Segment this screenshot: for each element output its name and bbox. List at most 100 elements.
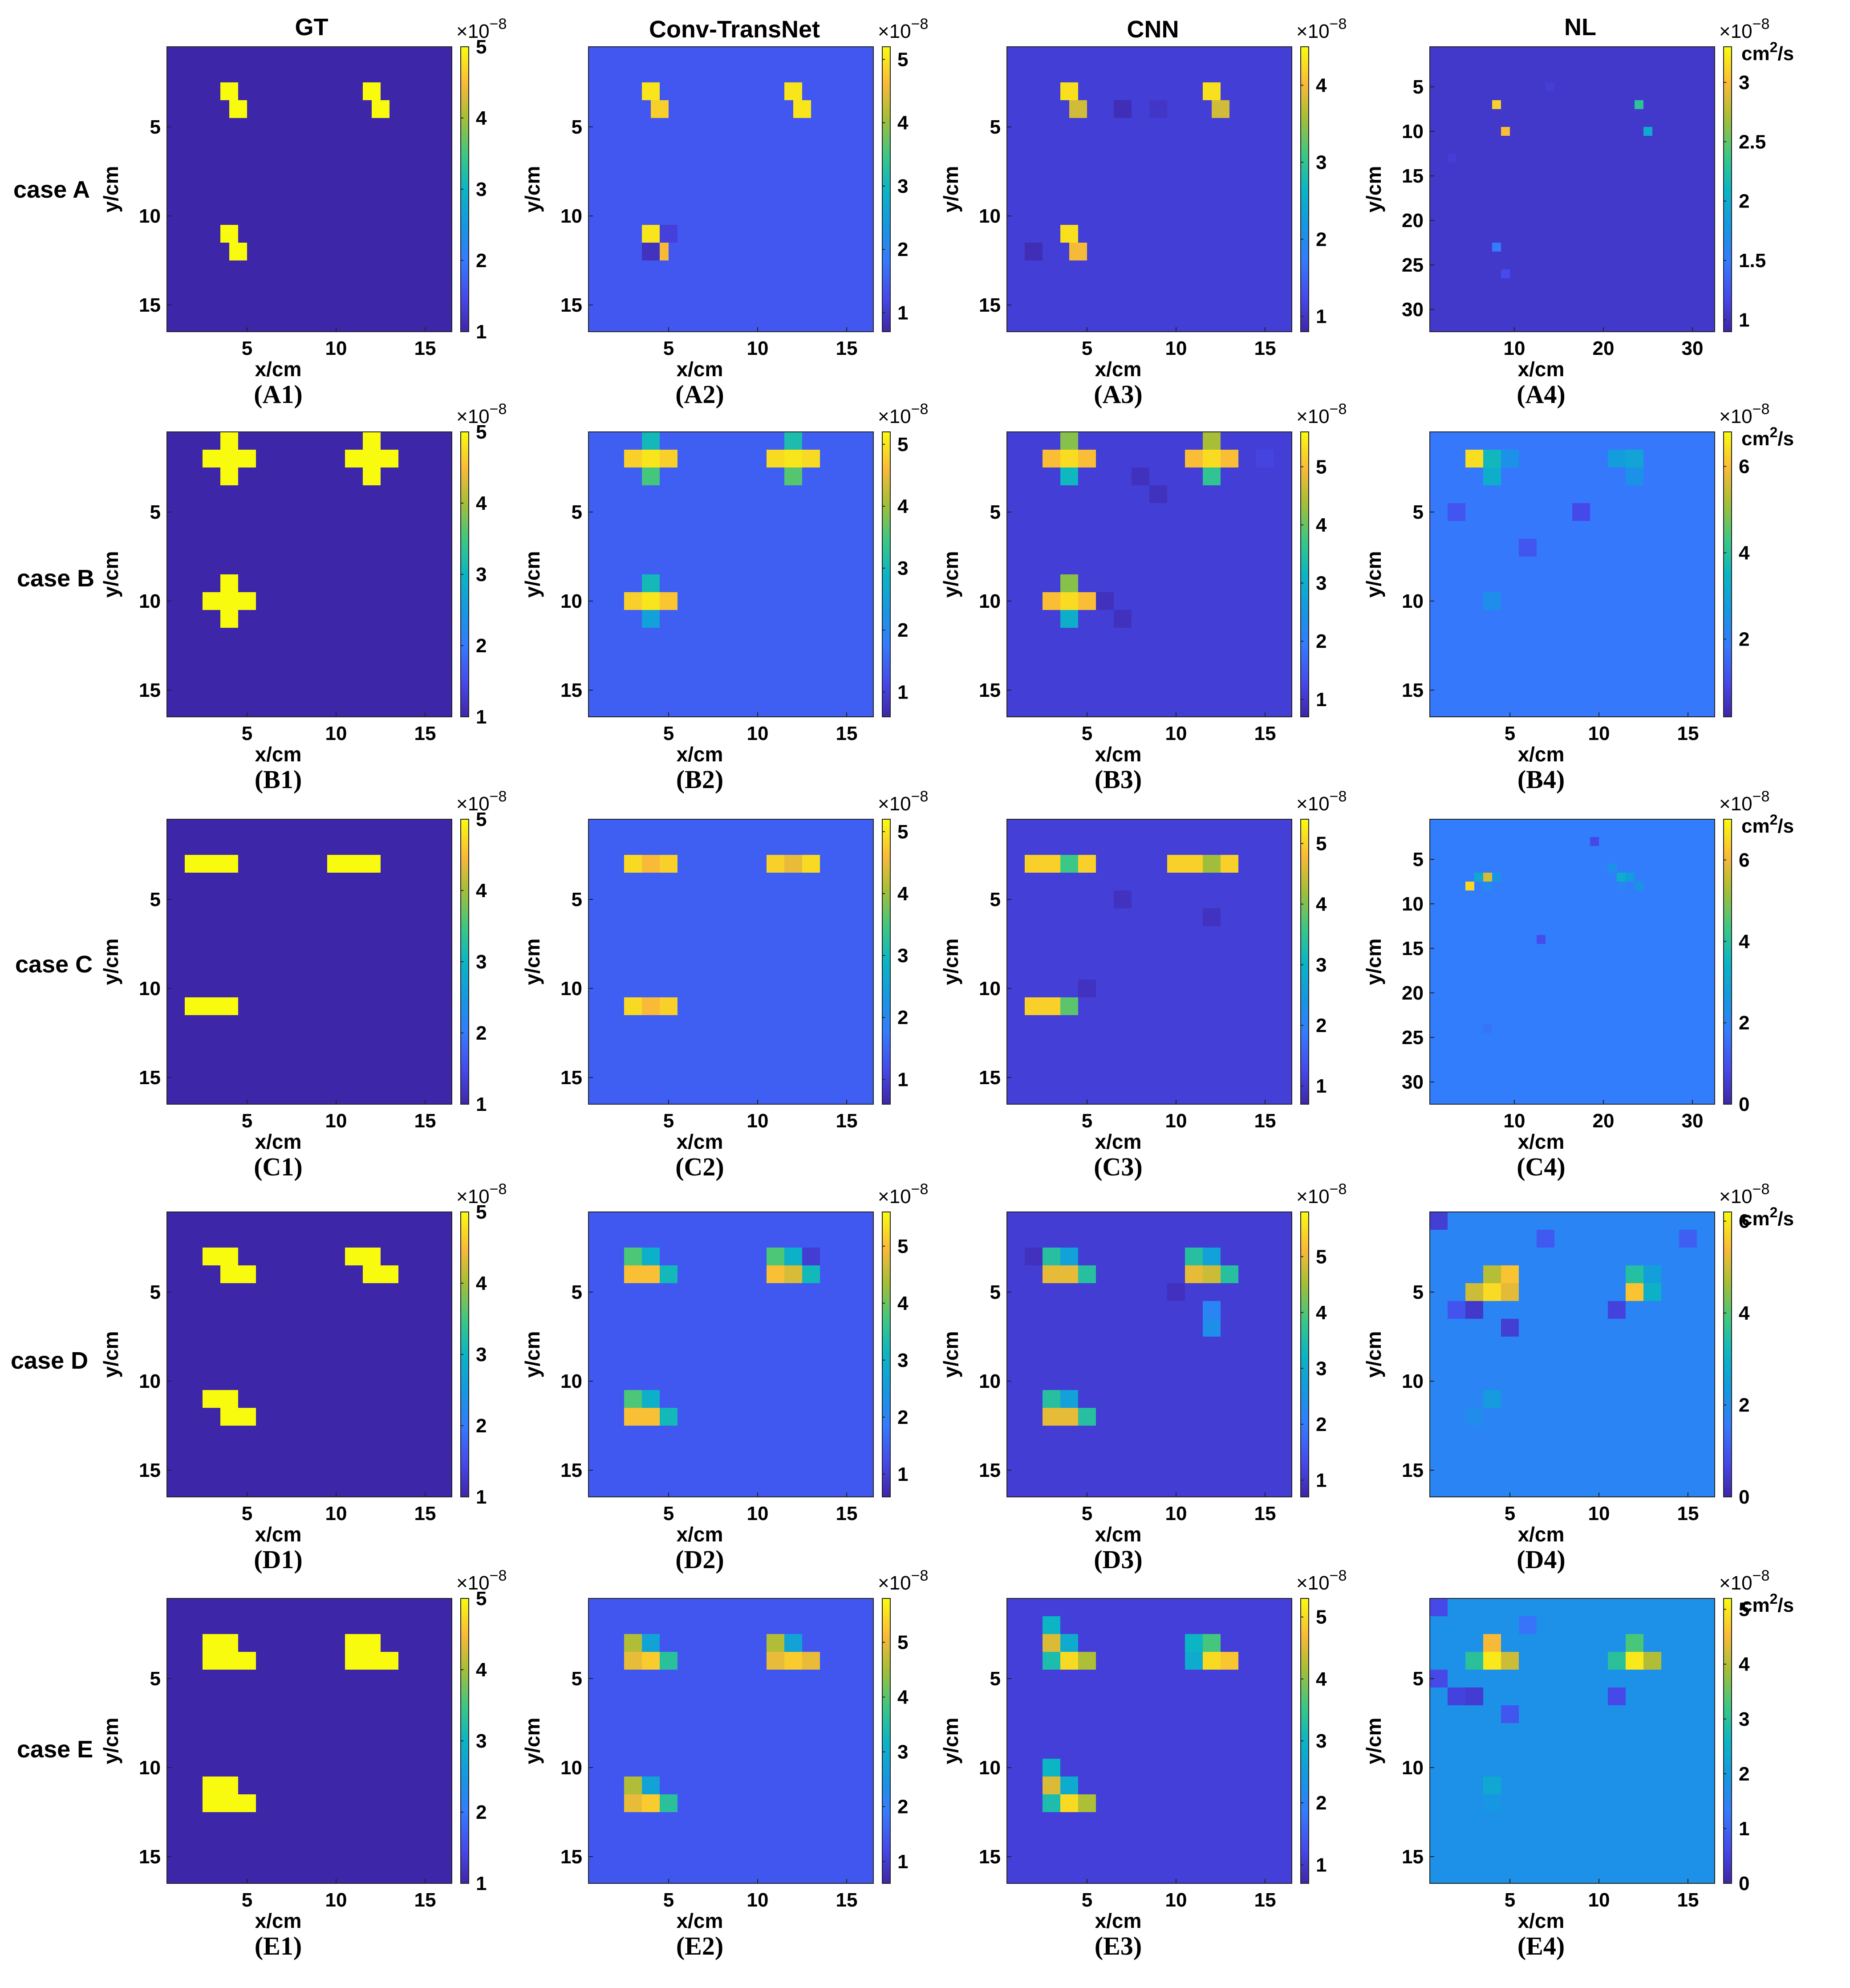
colorbar-tick-label: 4: [1316, 1668, 1327, 1690]
heatmap-cell: [784, 450, 802, 468]
x-tick-label: 15: [1254, 1503, 1276, 1525]
y-tick-label: 10: [979, 205, 1001, 227]
y-tick-label: 5: [990, 1281, 1001, 1303]
heatmap-cell: [1448, 1301, 1465, 1319]
colorbar-tick-label: 4: [897, 496, 909, 517]
y-tick-label: 15: [139, 679, 161, 701]
heatmap-cell: [1626, 873, 1635, 882]
colorbar-tick-label: 1: [1739, 1818, 1749, 1840]
panel-label: (A4): [1517, 380, 1566, 409]
heatmap-cell: [1025, 1248, 1043, 1265]
heatmap-cell: [1060, 997, 1078, 1015]
x-tick-label: 10: [1165, 1110, 1187, 1132]
heatmap-cell: [220, 1652, 238, 1670]
heatmap-cell: [1501, 1705, 1519, 1723]
panel-label: (D4): [1517, 1545, 1566, 1574]
y-tick-label: 5: [572, 889, 582, 911]
heatmap-cell: [624, 1777, 642, 1794]
heatmap-cell: [624, 1408, 642, 1426]
y-tick-label: 5: [1413, 1668, 1424, 1690]
y-tick-label: 15: [1402, 165, 1424, 187]
colorbar-tick-label: 1: [1316, 1854, 1327, 1876]
colorbar-tick-label: 5: [897, 434, 908, 455]
x-tick-label: 5: [1082, 337, 1092, 359]
heatmap-background: [1430, 1598, 1715, 1883]
heatmap-cell: [1519, 539, 1537, 557]
heatmap-cell: [203, 1652, 220, 1670]
x-tick-label: 15: [1677, 1889, 1699, 1911]
y-axis-label: y/cm: [939, 939, 962, 985]
heatmap-cell: [784, 82, 802, 100]
colorbar-tick-label: 4: [897, 112, 909, 134]
heatmap-cell: [1483, 1777, 1501, 1794]
axes-frame: [166, 819, 452, 1105]
y-axis-label: y/cm: [939, 166, 962, 213]
heatmap-cell: [1643, 1283, 1661, 1301]
heatmap-cell: [1203, 468, 1221, 485]
heatmap-cell: [327, 855, 345, 873]
heatmap-cell: [1635, 100, 1643, 109]
x-axis-label: x/cm: [677, 1909, 723, 1932]
x-tick-label: 15: [1677, 1503, 1699, 1525]
y-tick-label: 10: [979, 1757, 1001, 1779]
heatmap-cell: [238, 450, 256, 468]
colorbar-tick-label: 1: [1316, 1469, 1327, 1491]
colorbar-tick-label: 1: [476, 706, 487, 728]
heatmap-cell: [1060, 1794, 1078, 1812]
heatmap-cell: [802, 1248, 820, 1265]
heatmap-cell: [1679, 1230, 1697, 1248]
colorbar-tick-label: 5: [476, 1201, 487, 1223]
y-tick-label: 10: [560, 590, 582, 612]
colorbar-tick-label: 2: [476, 1801, 487, 1823]
heatmap-cell: [1167, 1283, 1185, 1301]
heatmap-cell: [660, 1794, 678, 1812]
colorbar-tick-label: 2: [1316, 1414, 1327, 1435]
colorbar-tick-label: 5: [476, 809, 487, 830]
panel-label: (D2): [675, 1545, 724, 1574]
heatmap-cell: [642, 610, 660, 628]
x-axis-label: x/cm: [677, 1130, 723, 1153]
heatmap-cell: [1078, 1408, 1096, 1426]
colorbar-tick-label: 5: [897, 49, 908, 70]
colorbar-tick-label: 2: [1316, 630, 1327, 652]
heatmap-a1: ×10−8: [166, 16, 507, 332]
heatmap-cell: [1025, 855, 1043, 873]
heatmap-cell: [642, 450, 660, 468]
heatmap-cell: [784, 855, 802, 873]
x-tick-label: 5: [1082, 1110, 1092, 1132]
x-tick-label: 15: [414, 1889, 436, 1911]
colorbar-exponent: −8: [1330, 788, 1347, 805]
colorbar-tick-label: 4: [1316, 74, 1327, 96]
colorbar-unit: cm2/s: [1741, 812, 1794, 837]
y-tick-label: 5: [990, 1668, 1001, 1690]
colorbar-tick-label: 4: [1316, 1302, 1327, 1324]
heatmap-cell: [1043, 1777, 1060, 1794]
heatmap-cell: [642, 243, 660, 260]
colorbar-tick-label: 3: [897, 1350, 908, 1371]
y-tick-label: 25: [1402, 1027, 1424, 1049]
y-tick-label: 10: [139, 1757, 161, 1779]
heatmap-cell: [1096, 592, 1114, 610]
y-tick-label: 15: [560, 1067, 582, 1089]
heatmap-cell: [220, 1248, 238, 1265]
axes-frame: [166, 1598, 452, 1884]
y-tick-label: 10: [139, 1370, 161, 1392]
heatmap-cell: [784, 1652, 802, 1670]
colorbar-tick-label: 1: [897, 1464, 908, 1485]
axes-frame: [1006, 1598, 1292, 1884]
axes-frame: [588, 1212, 874, 1497]
x-tick-label: 5: [1082, 1503, 1092, 1525]
panel-label: (B4): [1517, 765, 1565, 794]
heatmap-cell: [642, 468, 660, 485]
heatmap-cell: [624, 1652, 642, 1670]
case-label-d: case D: [11, 1347, 89, 1374]
x-tick-label: 5: [663, 337, 674, 359]
colorbar: [882, 1598, 891, 1884]
heatmap-cell: [203, 1794, 220, 1812]
heatmap-cell: [1483, 873, 1492, 882]
heatmap-cell: [1483, 1390, 1501, 1408]
x-tick-label: 15: [1677, 723, 1699, 744]
y-tick-label: 5: [1413, 501, 1424, 523]
